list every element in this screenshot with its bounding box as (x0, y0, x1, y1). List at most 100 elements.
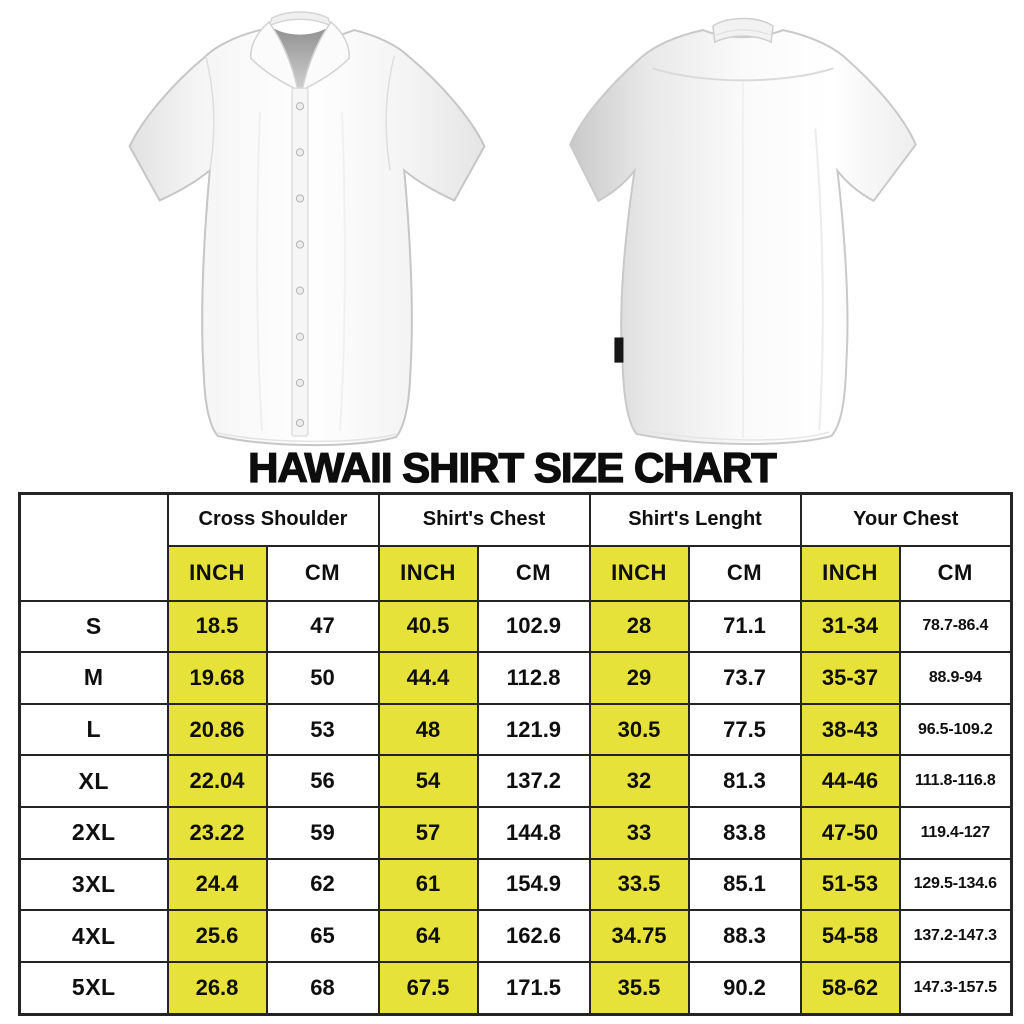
cm-value-cell: 53 (265, 702, 380, 757)
table-row: L 20.86 53 48 121.9 30.5 77.5 38-43 96.5-109.2 (18, 702, 1013, 757)
cm-value-cell: 81.3 (687, 754, 802, 808)
cm-value-cell: 90.2 (687, 960, 802, 1016)
size-label-cell: M (18, 651, 169, 705)
shirt-front-image (128, 11, 486, 447)
size-table-body: S 18.5 47 40.5 102.9 28 71.1 31-34 78.7-86.4 M 19.… (18, 599, 1013, 1016)
inch-value-cell: 58-62 (799, 960, 901, 1016)
inch-value-cell: 61 (377, 857, 479, 912)
column-group-your-chest: Your Chest (799, 492, 1013, 547)
inch-value-cell: 23.22 (166, 806, 268, 860)
cm-value-cell: 77.5 (687, 702, 802, 757)
size-table: Cross Shoulder Shirt's Chest Shirt's Len… (18, 492, 1014, 1016)
size-label-cell: 3XL (18, 857, 169, 912)
shirt-front-buttons (295, 102, 305, 428)
size-label-cell: S (18, 599, 169, 654)
cm-value-cell: 121.9 (476, 702, 591, 757)
inch-value-cell: 35.5 (588, 960, 690, 1016)
shirt-front-armhole-seam-left (205, 55, 215, 171)
inch-value-cell: 54 (377, 754, 479, 808)
shirt-front-collar-left (250, 20, 300, 92)
group-header-row: Cross Shoulder Shirt's Chest Shirt's Len… (18, 492, 1013, 602)
cm-value-cell: 96.5-109.2 (898, 702, 1013, 757)
cm-value-cell: 62 (265, 857, 380, 912)
size-label-cell: 2XL (18, 806, 169, 860)
inch-header: INCH (799, 544, 901, 602)
inch-value-cell: 28 (588, 599, 690, 654)
cm-value-cell: 119.4-127 (898, 806, 1013, 860)
inch-value-cell: 24.4 (166, 857, 268, 912)
inch-value-cell: 44.4 (377, 651, 479, 705)
shirt-back-yoke-seam (652, 67, 834, 82)
cm-header: CM (476, 544, 591, 602)
shirt-back-image (569, 17, 917, 445)
shirt-front-collar-stand (267, 11, 333, 28)
cm-value-cell: 56 (265, 754, 380, 808)
inch-value-cell: 26.8 (166, 960, 268, 1016)
cm-value-cell: 50 (265, 651, 380, 705)
cm-value-cell: 68 (265, 960, 380, 1016)
table-row: 3XL 24.4 62 61 154.9 33.5 85.1 51-53 129.5-134.6 (18, 857, 1013, 912)
cm-value-cell: 137.2 (476, 754, 591, 808)
cm-value-cell: 171.5 (476, 960, 591, 1016)
cm-value-cell: 111.8-116.8 (898, 754, 1013, 808)
page-title: HAWAII SHIRT SIZE CHART (248, 443, 778, 491)
sub-header-row: INCH CM INCH CM INCH CM INCH CM (20, 544, 1013, 602)
inch-header: INCH (166, 544, 268, 602)
inch-value-cell: 19.68 (166, 651, 268, 705)
cm-value-cell: 85.1 (687, 857, 802, 912)
cm-value-cell: 71.1 (687, 599, 802, 654)
column-group-cross-shoulder: Cross Shoulder (166, 492, 380, 547)
table-row: M 19.68 50 44.4 112.8 29 73.7 35-37 88.9-94 (18, 651, 1013, 705)
column-group-shirts-lenght: Shirt's Lenght (588, 492, 802, 547)
table-row: 4XL 25.6 65 64 162.6 34.75 88.3 54-58 137.2-147.… (18, 909, 1013, 963)
inch-value-cell: 20.86 (166, 702, 268, 757)
inch-value-cell: 35-37 (799, 651, 901, 705)
table-row: 2XL 23.22 59 57 144.8 33 83.8 47-50 119.4-127 (18, 806, 1013, 860)
shirt-front-collar-right (300, 20, 350, 92)
table-row: XL 22.04 56 54 137.2 32 81.3 44-46 111.8-116.8 (18, 754, 1013, 808)
shirt-back-hem-tag (614, 337, 624, 363)
corner-header-cell (18, 492, 169, 602)
shirt-front-armhole-seam-right (385, 55, 395, 171)
inch-header: INCH (588, 544, 690, 602)
inch-value-cell: 32 (588, 754, 690, 808)
cm-value-cell: 154.9 (476, 857, 591, 912)
cm-value-cell: 102.9 (476, 599, 591, 654)
cm-value-cell: 83.8 (687, 806, 802, 860)
shirt-back-center-crease (741, 82, 745, 438)
inch-value-cell: 29 (588, 651, 690, 705)
cm-header: CM (898, 544, 1013, 602)
inch-value-cell: 38-43 (799, 702, 901, 757)
inch-value-cell: 18.5 (166, 599, 268, 654)
shirt-back-fold-right (814, 128, 824, 430)
cm-header: CM (265, 544, 380, 602)
inch-value-cell: 54-58 (799, 909, 901, 963)
inch-value-cell: 48 (377, 702, 479, 757)
cm-value-cell: 65 (265, 909, 380, 963)
cm-header: CM (687, 544, 802, 602)
size-label-cell: XL (18, 754, 169, 808)
inch-value-cell: 64 (377, 909, 479, 963)
inch-value-cell: 47-50 (799, 806, 901, 860)
size-label-cell: 4XL (18, 909, 169, 963)
inch-value-cell: 33.5 (588, 857, 690, 912)
shirt-front-hem-stitch (217, 432, 397, 443)
inch-value-cell: 25.6 (166, 909, 268, 963)
inch-value-cell: 34.75 (588, 909, 690, 963)
cm-value-cell: 129.5-134.6 (898, 857, 1013, 912)
inch-value-cell: 40.5 (377, 599, 479, 654)
cm-value-cell: 144.8 (476, 806, 591, 860)
table-row: S 18.5 47 40.5 102.9 28 71.1 31-34 78.7-86.4 (18, 599, 1013, 654)
inch-value-cell: 51-53 (799, 857, 901, 912)
inch-value-cell: 31-34 (799, 599, 901, 654)
shirt-back-hem-stitch (638, 429, 830, 441)
inch-value-cell: 44-46 (799, 754, 901, 808)
cm-value-cell: 147.3-157.5 (898, 960, 1013, 1016)
cm-value-cell: 73.7 (687, 651, 802, 705)
shirt-front-placket (291, 87, 309, 437)
cm-value-cell: 78.7-86.4 (898, 599, 1013, 654)
inch-value-cell: 33 (588, 806, 690, 860)
size-label-cell: 5XL (18, 960, 169, 1016)
cm-value-cell: 59 (265, 806, 380, 860)
